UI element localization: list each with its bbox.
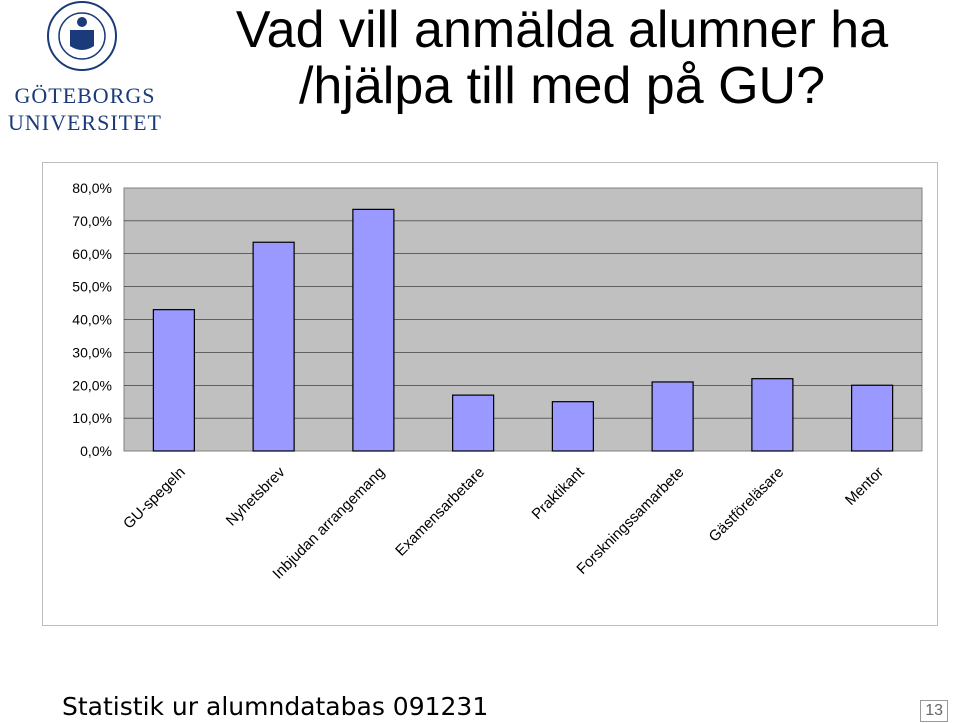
footer-text: Statistik ur alumndatabas 091231 bbox=[62, 692, 489, 721]
x-tick-label: Inbjudan arrangemang bbox=[269, 464, 388, 583]
x-tick-label: Nyhetsbrev bbox=[223, 463, 289, 529]
y-tick-label: 40,0% bbox=[72, 312, 112, 328]
bar-chart: 0,0% 10,0% 20,0% 30,0% 40,0% 50,0% 60,0% 70,0% 8… bbox=[72, 180, 923, 583]
title-line1: Vad vill anmälda alumner ha bbox=[235, 1, 889, 59]
x-tick-label: Forskningssamarbete bbox=[573, 464, 687, 578]
y-tick-label: 20,0% bbox=[72, 377, 112, 393]
y-tick-label: 70,0% bbox=[72, 213, 112, 229]
title-line2: /hjälpa till med på GU? bbox=[298, 57, 826, 115]
bar bbox=[252, 241, 295, 452]
y-tick-label: 0,0% bbox=[80, 443, 112, 459]
bar bbox=[651, 381, 694, 452]
y-tick-label: 80,0% bbox=[72, 180, 112, 196]
x-tick-label: Examensarbetare bbox=[392, 464, 488, 560]
university-logo: GÖTEBORGS UNIVERSITET bbox=[8, 1, 162, 135]
y-tick-label: 50,0% bbox=[72, 279, 112, 295]
x-tick-label: GU-spegeln bbox=[120, 464, 189, 533]
bar bbox=[352, 208, 395, 452]
x-tick-label: Praktikant bbox=[529, 463, 589, 523]
logo-line1: GÖTEBORGS bbox=[14, 83, 155, 108]
y-tick-label: 60,0% bbox=[72, 246, 112, 262]
seal-icon bbox=[47, 1, 117, 71]
bar bbox=[152, 309, 195, 452]
y-tick-label: 10,0% bbox=[72, 410, 112, 426]
page-number: 13 bbox=[920, 700, 948, 722]
bar bbox=[551, 401, 594, 452]
bar bbox=[751, 378, 794, 452]
bar bbox=[452, 394, 495, 452]
logo-line2: UNIVERSITET bbox=[8, 110, 162, 135]
slide-title: Vad vill anmälda alumner ha /hjälpa till… bbox=[172, 2, 952, 114]
bar bbox=[851, 384, 894, 452]
y-tick-label: 30,0% bbox=[72, 344, 112, 360]
x-tick-label: Gästföreläsare bbox=[706, 464, 788, 546]
x-tick-label: Mentor bbox=[842, 464, 887, 509]
